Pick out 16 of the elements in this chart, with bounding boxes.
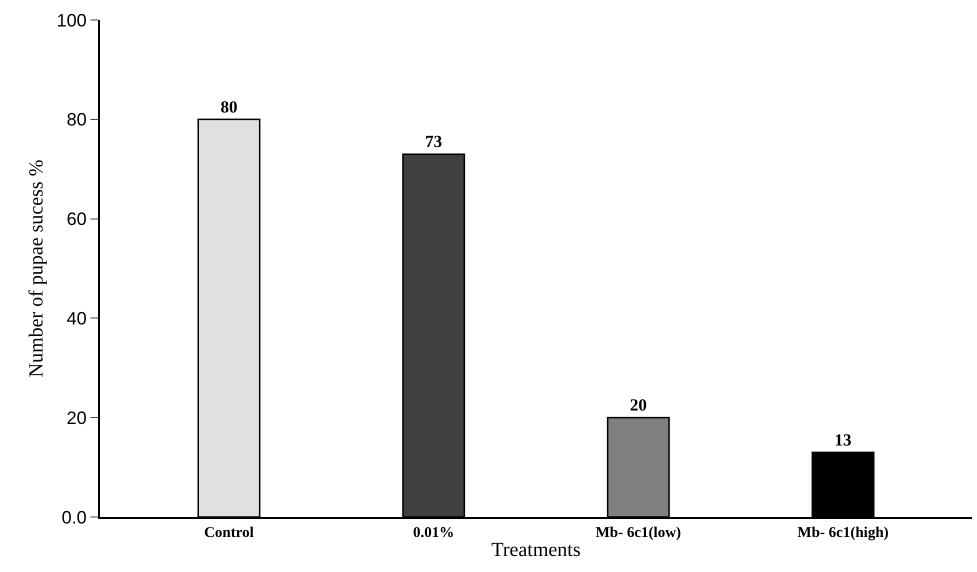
data-label: 13 [834,430,852,450]
y-axis-title: Number of pupae sucess % [26,160,48,378]
y-tick-label: 40 [66,308,87,328]
data-label: 73 [425,132,442,152]
y-tick-label: 100 [56,10,87,30]
y-tick-label: 20 [66,408,87,428]
data-label: 80 [220,97,238,116]
y-tick-label: 0.0 [62,507,87,528]
x-tick-label: Mb- 6c1(low) [596,524,682,541]
y-tick-label: 80 [66,110,87,130]
x-tick-label: Mb- 6c1(high) [797,524,889,541]
x-axis-title: Treatments [491,538,581,561]
y-tick-label: 60 [66,209,87,230]
x-tick-label: Control [204,524,254,541]
data-label: 20 [630,396,647,415]
x-tick-label: 0.01% [413,524,454,541]
